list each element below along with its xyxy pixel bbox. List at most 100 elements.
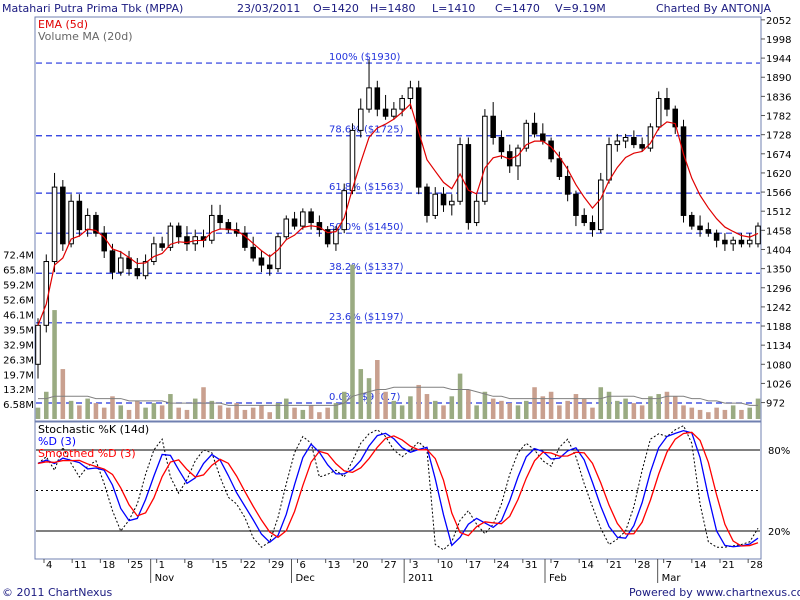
volume-bar [557,405,562,419]
candle-body [333,229,339,245]
candle-body [316,222,323,231]
price-tick-label: 1188 [766,322,791,333]
volume-bar [730,405,736,419]
footer-powered-by[interactable]: Powered by www.chartnexus.com [629,586,800,599]
volume-ma-line [38,386,758,406]
price-tick-label: 1890 [766,73,791,84]
volume-bar [68,400,74,419]
date-tick-label: 24 [497,560,510,571]
candle-body [589,222,596,231]
candle-body [291,218,298,227]
volume-bar [540,396,546,419]
volume-bar [507,403,512,419]
stochastic-level-label: 20% [768,527,790,538]
candle-body [283,218,290,238]
fib-label: 0.0% ($970.7) [329,392,400,403]
chart-title: Matahari Putra Prima Tbk (MPPA) [2,2,184,15]
volume-bar [681,405,686,419]
candle-body [639,144,645,149]
volume-bar [143,407,148,419]
candle-body [175,225,182,238]
axis-layer: 2052199819441890183617821728167416201566… [3,16,791,584]
candle-body [581,214,587,224]
volume-bar [118,405,124,419]
volume-bar [77,405,82,419]
volume-bar [217,405,223,419]
volume-bar [739,409,744,419]
month-label: Nov [155,573,175,584]
price-tick-label: 1296 [766,284,791,295]
volume-tick-label: 13.2M [3,385,34,396]
candle-body [755,225,761,245]
candle-body [556,158,563,177]
volume-bar [747,407,752,419]
volume-bar [706,412,711,419]
volume-tick-label: 6.58M [3,400,34,411]
volume-tick-label: 46.1M [3,310,34,321]
candle-body [242,232,248,248]
volume-tick-label: 72.4M [3,251,34,262]
price-tick-label: 1836 [766,92,791,103]
close-price: C=1470 [495,2,540,15]
candle-body [184,236,190,245]
volume-bar [755,398,761,419]
date-tick-label: 6 [299,560,305,571]
stochastic-d-line [37,429,759,548]
volume-bar [573,394,579,419]
date-tick-label: 13 [328,560,341,571]
candle-body [697,225,703,231]
candle-body [250,246,256,259]
candle-body [209,214,215,241]
volume-bar [250,407,256,419]
candle-body [159,243,165,248]
candle-body [705,229,712,234]
volume-layer [35,264,761,419]
date-tick-label: 7 [553,560,559,571]
candle-body [449,200,455,206]
date-tick-label: 7 [666,560,672,571]
candle-body [126,257,132,270]
volume-bar [341,391,347,419]
volume-tick-label: 59.2M [3,281,34,292]
price-tick-label: 1674 [766,150,791,161]
volume-bar [184,409,190,419]
volume-tick-label: 65.8M [3,266,34,277]
volume-bar [449,396,455,419]
candle-body [382,108,389,117]
candle-body [374,87,381,110]
chart-date: 23/03/2011 [237,2,301,15]
volume-bar [308,405,314,419]
candle-body [672,108,679,128]
price-tick-label: 1350 [766,265,791,276]
legend-smoothed-d: Smoothed %D (3) [38,447,136,460]
volume-bar [590,407,595,419]
legend-ema: EMA (5d) [38,18,88,31]
volume-bar [325,407,330,419]
candle-body [366,87,372,110]
volume-tick-label: 19.7M [3,370,34,381]
fib-label: 50.0% ($1450) [329,222,404,233]
candle-body [548,140,554,160]
candle-body [300,211,306,227]
volume-bar [300,409,306,419]
price-tick-label: 1134 [766,341,791,352]
price-tick-label: 972 [766,399,785,410]
date-tick-label: 14 [694,560,707,571]
candle-body [614,140,621,146]
volume-bar [424,394,430,419]
candle-body [266,264,273,270]
volume-bar [350,264,355,419]
volume-bar [317,412,322,419]
volume-bar [168,394,173,419]
volume-bar [664,391,670,419]
high-price: H=1480 [370,2,416,15]
volume-bar [292,407,297,419]
candle-body [109,250,116,273]
date-tick-label: 15 [215,560,228,571]
candlestick-layer [35,59,761,379]
stochastic-k-line [37,425,759,551]
volume-bar [366,378,372,419]
volume-tick-label: 26.3M [3,355,34,366]
volume-bar [457,373,463,419]
candle-body [117,257,124,273]
